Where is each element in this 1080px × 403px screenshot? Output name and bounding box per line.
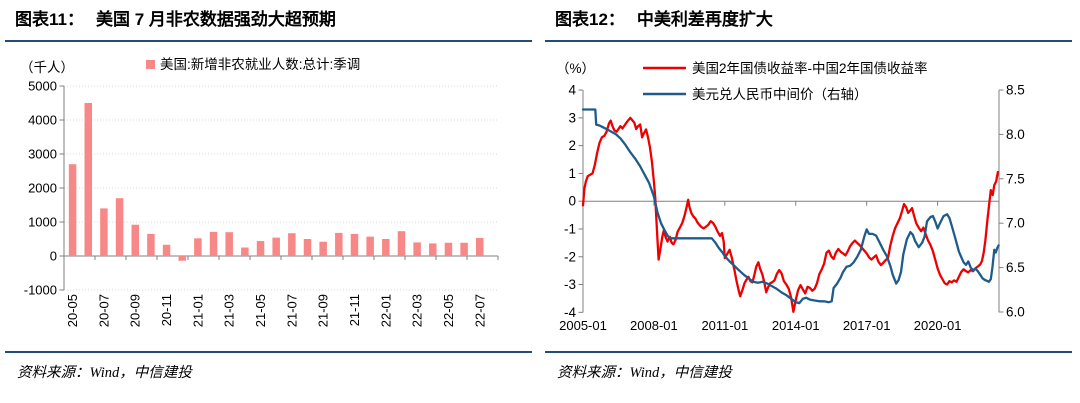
y-axis-label: 2000: [28, 181, 57, 196]
left-axis-label: 1: [568, 166, 576, 181]
bar: [382, 239, 390, 256]
x-axis-label: 2020-01: [914, 318, 962, 333]
x-axis-label: 2005-01: [559, 318, 607, 333]
figure-12-source-note: 资料来源：Wind，中信建投: [557, 365, 732, 381]
x-axis-label: 22-03: [410, 294, 425, 327]
left-axis-label: 3: [568, 110, 576, 125]
left-axis-label: -2: [564, 249, 576, 264]
left-axis-label: -4: [564, 305, 576, 320]
bar: [115, 198, 124, 256]
y-axis-label: 0: [50, 249, 57, 264]
bar: [413, 242, 421, 256]
bar: [366, 236, 374, 256]
usdcny-parity-line: [581, 108, 1000, 305]
left-axis-unit-label: （%）: [556, 61, 595, 76]
x-axis-label: 20-11: [159, 294, 174, 326]
right-axis-label: 8.5: [1006, 83, 1025, 98]
y-axis-unit-label: （千人）: [20, 60, 74, 75]
y-axis-label: -1000: [24, 283, 57, 298]
bar: [147, 233, 155, 256]
left-axis-label: -1: [564, 221, 576, 236]
bar: [68, 164, 77, 256]
x-axis-label: 21-01: [190, 294, 205, 327]
right-axis-label: 7.5: [1006, 171, 1025, 186]
legend-label: 美元兑人民币中间价（右轴）: [692, 87, 868, 102]
bar: [444, 242, 453, 256]
left-axis-label: 2: [568, 138, 576, 153]
bar: [241, 247, 249, 256]
bar: [476, 237, 484, 256]
legend-label: 美国2年国债收益率-中国2年国债收益率: [692, 60, 928, 76]
bar: [272, 237, 280, 256]
x-axis-label: 22-01: [378, 294, 393, 327]
rate-spread-line-chart: 4 3 2 1 0 -1 -2 -3 -4 8.5 8.0 7.5 7.0 6.5 6.0 2005-01 20…: [556, 60, 1025, 333]
figure-12-title-divider: [545, 40, 1072, 42]
x-axis-label: 20-09: [128, 294, 143, 327]
figure-12-label: 图表12：: [555, 10, 625, 29]
bar: [178, 256, 186, 261]
figure-11-title-row: 图表11： 美国 7 月非农数据强劲大超预期: [0, 0, 540, 31]
bar: [335, 232, 343, 256]
left-axis-label: -3: [564, 277, 576, 292]
bar: [319, 241, 327, 256]
x-axis-label: 21-03: [222, 294, 237, 327]
left-axis-label: 0: [568, 194, 576, 209]
figure-11-bottom-divider: [5, 351, 532, 353]
right-axis-label: 6.5: [1006, 260, 1025, 275]
right-axis-label: 8.0: [1006, 127, 1025, 142]
x-axis-label: 21-05: [253, 294, 268, 327]
y-axis-label: 4000: [28, 113, 57, 128]
figure-11-label: 图表11：: [15, 10, 84, 29]
x-axis-label: 2008-01: [630, 318, 678, 333]
bar: [460, 242, 468, 256]
bar: [256, 241, 265, 256]
x-axis-label: 22-07: [472, 294, 487, 327]
y-axis-label: 3000: [28, 147, 57, 162]
bar: [288, 233, 296, 256]
panel-figure-11: 图表11： 美国 7 月非农数据强劲大超预期 5000 4000 3000 2000 10…: [0, 0, 540, 381]
figure-12-title-row: 图表12： 中美利差再度扩大: [540, 0, 1080, 31]
figure-11-title-divider: [5, 40, 532, 42]
bar: [225, 232, 233, 256]
right-axis-label: 7.0: [1006, 216, 1025, 231]
nonfarm-payrolls-bar-chart: 5000 4000 3000 2000 1000 0 -1000 （千人） 美国:新增非农就业人…: [20, 57, 499, 327]
bar: [350, 233, 359, 256]
bar: [209, 231, 218, 256]
right-axis-label: 6.0: [1006, 305, 1025, 320]
bar: [162, 244, 171, 256]
bar: [84, 103, 93, 256]
x-axis-label: 22-05: [441, 294, 456, 327]
bar: [131, 224, 139, 256]
x-axis-label: 2014-01: [772, 318, 820, 333]
bar: [194, 238, 202, 256]
x-axis-label: 2011-01: [701, 318, 748, 333]
figure-11-title: 美国 7 月非农数据强劲大超预期: [95, 10, 336, 29]
y-axis-label: 5000: [28, 79, 57, 94]
legend-label: 美国:新增非农就业人数:总计:季调: [160, 57, 360, 72]
left-axis-label: 4: [568, 83, 576, 98]
figure-12-bottom-divider: [545, 351, 1072, 353]
bar: [303, 239, 312, 256]
x-axis-label: 21-07: [284, 294, 299, 327]
panel-figure-12: 图表12： 中美利差再度扩大 4 3 2 1 0 -1 -2 -3 -4 8.5 8.0 7.5 7.0 6…: [540, 0, 1080, 403]
figure-12-title: 中美利差再度扩大: [636, 10, 773, 29]
x-axis-label: 2017-01: [843, 318, 891, 333]
legend-swatch: [146, 60, 155, 69]
bar: [429, 243, 437, 256]
bar: [100, 208, 108, 256]
x-axis-label: 21-09: [316, 294, 331, 327]
x-axis-label: 20-05: [65, 294, 80, 327]
x-axis-label: 20-07: [96, 294, 111, 327]
bar: [397, 231, 406, 256]
figure-11-source-note: 资料来源：Wind，中信建投: [17, 365, 192, 381]
y-axis-label: 1000: [28, 215, 57, 230]
us-cn-2y-spread-line: [581, 116, 1000, 313]
x-axis-label: 21-11: [347, 294, 362, 326]
